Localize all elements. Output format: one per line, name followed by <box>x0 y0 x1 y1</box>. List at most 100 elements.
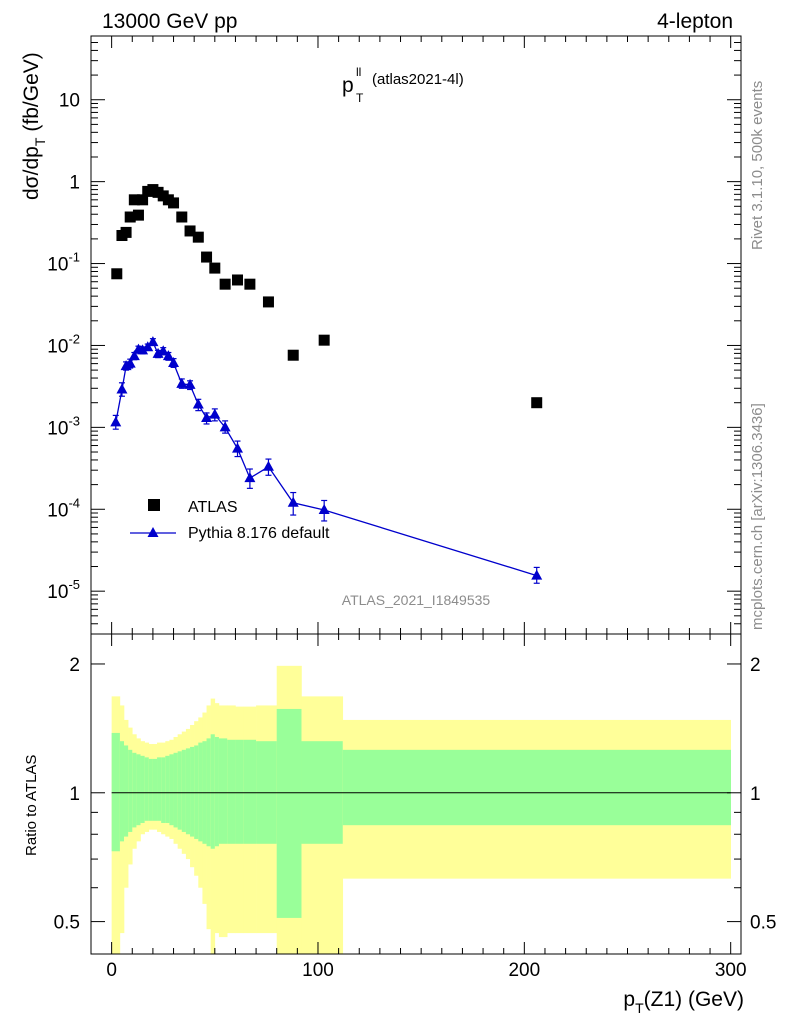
atlas-point-17 <box>209 262 221 274</box>
atlas-point-12 <box>168 197 180 209</box>
axes: 0 100 200 300 10-5 10-4 10-3 10-2 10-1 1 10 0.5 0.5 1… <box>47 35 776 981</box>
main-frame <box>90 35 742 635</box>
ratio-inner-band-2 <box>124 745 129 837</box>
ratio-tick-label-left-2: 2 <box>69 655 80 676</box>
ratio-inner-band-13 <box>169 754 174 826</box>
pythia-point-3 <box>124 357 136 368</box>
pythia-point-20 <box>244 472 256 483</box>
x-tick-label-3: 300 <box>715 960 747 981</box>
pythia-point-19 <box>232 442 244 453</box>
main-y-axis-label: dσ/dpT(fb/GeV) <box>20 52 48 200</box>
ratio-inner-band-20 <box>198 742 203 842</box>
header-right: 4-lepton <box>657 10 733 33</box>
ratio-inner-band-12 <box>165 755 170 823</box>
atlas-point-19 <box>232 274 244 286</box>
pythia-point-1 <box>116 383 128 394</box>
x-tick-label-1: 100 <box>302 960 334 981</box>
x-axis-label: pT(Z1) (GeV) <box>623 988 744 1016</box>
atlas-point-16 <box>201 251 213 263</box>
atlas-point-4 <box>128 194 140 206</box>
ratio-inner-band-25 <box>218 738 228 844</box>
atlas-point-13 <box>176 211 188 223</box>
y-tick-label-3: 10-2 <box>47 331 80 357</box>
pythia-point-12 <box>168 357 180 368</box>
ratio-inner-band-17 <box>185 748 191 835</box>
atlas-point-15 <box>192 231 204 243</box>
ratio-inner-band-28 <box>243 739 257 844</box>
y-tick-label-5: 1 <box>69 173 80 194</box>
ratio-inner-band-30 <box>276 708 302 918</box>
ratio-inner-band-14 <box>173 752 178 828</box>
plot-title: p ll T (atlas2021-4l) <box>342 65 464 105</box>
atlas-point-3 <box>124 211 136 223</box>
atlas-point-5 <box>132 209 144 221</box>
pythia-point-21 <box>262 460 274 471</box>
ratio-inner-band-9 <box>152 758 158 821</box>
pythia-series <box>110 336 543 584</box>
x-tick-label-2: 200 <box>508 960 540 981</box>
ratio-inner-band-27 <box>235 739 244 844</box>
y-tick-label-4: 10-1 <box>47 250 80 276</box>
ratio-tick-label-right-2: 2 <box>750 655 761 676</box>
y-tick-label-1: 10-4 <box>47 495 80 521</box>
ratio-inner-band-10 <box>157 757 162 821</box>
atlas-point-2 <box>120 226 132 238</box>
header-left: 13000 GeV pp <box>102 10 237 33</box>
ratio-tick-label-left-0: 0.5 <box>54 913 80 934</box>
svg-text:dσ/dpT(fb/GeV): dσ/dpT(fb/GeV) <box>20 52 48 200</box>
atlas-series <box>111 184 543 409</box>
y-tick-label-6: 10 <box>59 91 80 112</box>
pythia-point-13 <box>176 377 188 388</box>
x-tick-label-0: 0 <box>106 960 117 981</box>
analysis-watermark: ATLAS_2021_I1849535 <box>342 592 491 608</box>
ratio-inner-band-32 <box>342 749 731 826</box>
svg-text:T: T <box>356 91 364 105</box>
pythia-point-11 <box>162 350 174 361</box>
pythia-point-7 <box>142 341 154 352</box>
ratio-inner-band-24 <box>214 737 220 847</box>
legend-pythia-label: Pythia 8.176 default <box>188 525 330 542</box>
atlas-point-20 <box>244 278 256 290</box>
ratio-uncertainty-bands <box>111 665 731 954</box>
y-tick-label-2: 10-3 <box>47 413 80 439</box>
pythia-point-0 <box>110 416 122 427</box>
atlas-point-0 <box>111 268 123 280</box>
pythia-point-17 <box>209 408 221 419</box>
atlas-point-14 <box>184 225 196 237</box>
ratio-inner-band-4 <box>132 752 137 828</box>
ratio-inner-band-15 <box>177 751 183 830</box>
ratio-tick-label-right-1: 1 <box>750 784 761 805</box>
pythia-point-16 <box>201 412 213 423</box>
pythia-point-18 <box>219 421 231 432</box>
ratio-frame <box>90 633 742 955</box>
svg-text:pT(Z1) (GeV): pT(Z1) (GeV) <box>623 988 744 1016</box>
ratio-inner-band-1 <box>119 741 125 842</box>
ratio-inner-band-16 <box>181 749 187 832</box>
ratio-inner-band-18 <box>190 746 195 837</box>
pythia-point-24 <box>531 569 543 580</box>
ratio-y-axis-label: Ratio to ATLAS <box>23 755 40 856</box>
ratio-inner-band-8 <box>148 758 154 821</box>
legend-atlas-marker <box>148 499 160 511</box>
pythia-point-4 <box>128 350 140 361</box>
atlas-point-22 <box>287 349 299 361</box>
ratio-inner-band-26 <box>227 739 236 844</box>
ratio-tick-label-right-0: 0.5 <box>750 913 776 934</box>
pythia-point-15 <box>192 398 204 409</box>
pythia-point-23 <box>318 503 330 514</box>
ratio-inner-band-5 <box>136 754 141 826</box>
pythia-point-8 <box>147 336 159 347</box>
y-tick-label-0: 10-5 <box>47 577 80 603</box>
legend: ATLAS Pythia 8.176 default <box>130 499 330 542</box>
svg-text:ll: ll <box>356 65 361 79</box>
legend-pythia-marker <box>147 527 159 537</box>
ratio-inner-band-11 <box>161 757 166 823</box>
ratio-inner-band-23 <box>210 734 216 849</box>
atlas-point-18 <box>219 278 231 290</box>
ratio-inner-band-7 <box>144 757 150 821</box>
ratio-tick-label-left-1: 1 <box>69 784 80 805</box>
pythia-point-6 <box>137 344 149 355</box>
ratio-inner-band-0 <box>111 732 121 852</box>
legend-atlas-label: ATLAS <box>188 499 238 516</box>
atlas-point-24 <box>531 397 543 409</box>
